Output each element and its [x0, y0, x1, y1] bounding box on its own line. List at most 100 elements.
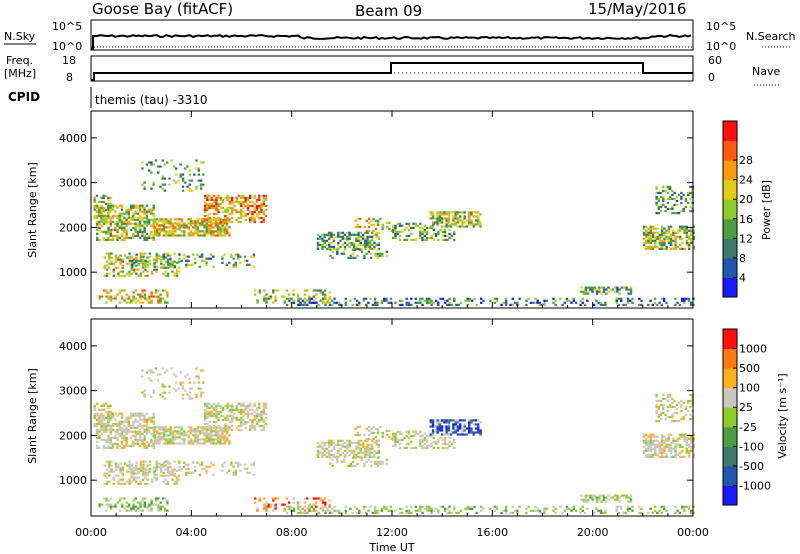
- velocity-cell: [350, 451, 353, 454]
- velocity-cell: [102, 402, 105, 405]
- velocity-cell: [454, 423, 457, 426]
- power-cell: [692, 229, 695, 232]
- power-cell: [690, 227, 693, 230]
- velocity-cell: [107, 440, 110, 443]
- power-cell: [157, 171, 160, 174]
- velocity-cell: [125, 501, 128, 504]
- velocity-cell: [554, 507, 557, 510]
- velocity-cell: [651, 511, 654, 514]
- velocity-cell: [215, 404, 218, 407]
- velocity-cell: [147, 416, 151, 419]
- velocity-cell: [114, 422, 117, 425]
- power-cell: [228, 232, 231, 235]
- velocity-cell: [214, 434, 218, 437]
- power-cell: [668, 187, 672, 190]
- velocity-cell: [138, 422, 142, 425]
- power-cell: [651, 247, 655, 250]
- velocity-cell: [414, 509, 417, 512]
- velocity-cell: [267, 503, 270, 506]
- power-cell: [96, 206, 99, 209]
- power-cell: [645, 245, 648, 248]
- velocity-cell: [366, 447, 369, 450]
- power-cell: [361, 243, 365, 246]
- velocity-cell: [367, 429, 371, 432]
- power-cell: [614, 290, 617, 293]
- power-cell: [112, 274, 115, 277]
- power-cell: [155, 268, 158, 271]
- power-cell: [260, 220, 263, 224]
- power-cell: [255, 204, 259, 207]
- power-cell: [685, 241, 689, 244]
- power-cell: [425, 230, 429, 233]
- power-cell: [162, 234, 166, 237]
- power-cell: [645, 225, 648, 228]
- velocity-cell: [125, 420, 128, 423]
- power-cell: [447, 215, 451, 218]
- power-cell: [324, 301, 327, 304]
- velocity-cell: [584, 496, 587, 499]
- power-cell: [111, 208, 115, 211]
- velocity-cell: [679, 445, 682, 448]
- power-cell: [205, 261, 208, 264]
- velocity-cell: [125, 426, 128, 429]
- power-cell: [129, 206, 133, 209]
- velocity-cell: [153, 469, 156, 472]
- power-cell: [132, 299, 135, 302]
- velocity-cell: [355, 445, 358, 448]
- velocity-cell: [656, 445, 659, 448]
- velocity-cell: [116, 414, 119, 417]
- velocity-cell: [118, 509, 122, 512]
- velocity-cell: [125, 438, 128, 441]
- velocity-cell: [438, 429, 442, 432]
- velocity-cell: [254, 497, 257, 500]
- velocity-cell: [137, 471, 141, 474]
- power-cell: [381, 223, 384, 226]
- power-cell: [303, 293, 307, 296]
- power-cell: [242, 196, 245, 199]
- velocity-cell: [210, 404, 213, 407]
- power-cell: [441, 297, 445, 300]
- power-cell: [346, 239, 349, 242]
- velocity-cell: [615, 509, 618, 512]
- velocity-cell: [148, 463, 152, 466]
- power-cell: [381, 252, 384, 255]
- velocity-cell: [253, 424, 256, 428]
- power-cell: [191, 263, 195, 266]
- velocity-cell: [249, 418, 252, 422]
- power-cell: [401, 230, 404, 233]
- power-cell: [98, 206, 101, 209]
- power-cell: [164, 301, 167, 304]
- velocity-cell: [118, 444, 121, 447]
- velocity-cell: [352, 441, 356, 444]
- power-cell: [102, 238, 106, 241]
- power-cell: [392, 230, 395, 233]
- power-cell: [167, 222, 170, 225]
- power-cell: [175, 270, 179, 273]
- power-cell: [143, 289, 147, 292]
- velocity-cell: [173, 460, 176, 463]
- power-cell: [323, 235, 326, 238]
- velocity-cell: [674, 455, 677, 458]
- velocity-cell: [183, 442, 186, 445]
- power-cell: [419, 234, 422, 237]
- power-cell: [582, 290, 585, 293]
- power-cell: [219, 218, 222, 221]
- velocity-cell: [210, 440, 213, 443]
- power-cell: [100, 218, 103, 222]
- velocity-cell: [163, 391, 167, 394]
- power-cell: [141, 252, 145, 255]
- power-cell: [141, 295, 144, 298]
- velocity-cell: [127, 430, 130, 433]
- velocity-cell: [136, 412, 140, 415]
- power-cell: [235, 208, 238, 211]
- power-cell: [674, 239, 677, 242]
- velocity-cell: [253, 402, 256, 405]
- velocity-cell: [332, 445, 335, 448]
- power-cell: [352, 245, 356, 248]
- power-cell: [260, 206, 263, 209]
- velocity-cell: [401, 511, 404, 514]
- velocity-cell: [210, 412, 213, 415]
- velocity-cell: [297, 511, 300, 514]
- velocity-cell: [663, 435, 666, 438]
- velocity-cell: [447, 421, 451, 424]
